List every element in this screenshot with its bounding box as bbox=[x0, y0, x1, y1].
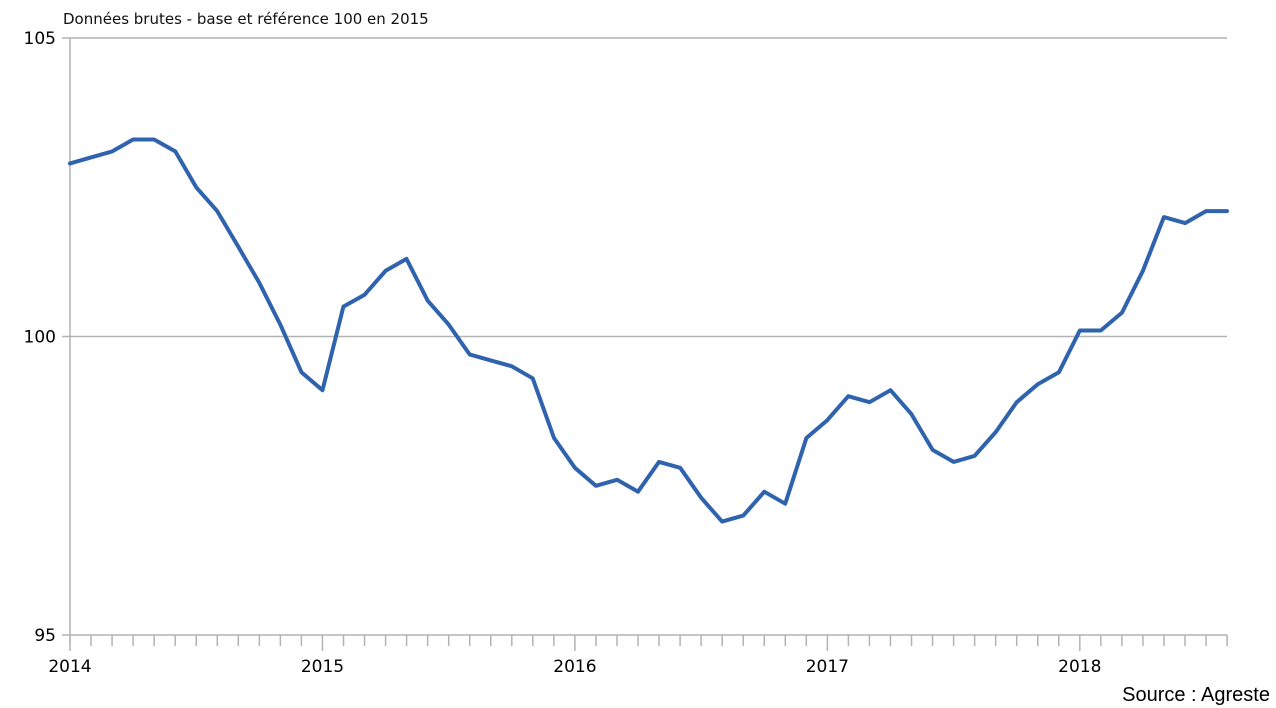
x-tick-label-2018: 2018 bbox=[1058, 657, 1101, 677]
y-tick-label-105: 105 bbox=[24, 29, 56, 49]
series-line-0 bbox=[68, 137, 1229, 524]
x-tick-label-2017: 2017 bbox=[806, 657, 849, 677]
y-tick-label-95: 95 bbox=[34, 626, 56, 646]
x-tick-label-2014: 2014 bbox=[48, 657, 91, 677]
y-tick-label-100: 100 bbox=[24, 328, 56, 348]
x-tick-label-2016: 2016 bbox=[553, 657, 596, 677]
chart-subtitle: Données brutes - base et référence 100 e… bbox=[63, 10, 429, 28]
x-tick-label-2015: 2015 bbox=[301, 657, 344, 677]
source-note: Source : Agreste bbox=[1122, 684, 1270, 706]
